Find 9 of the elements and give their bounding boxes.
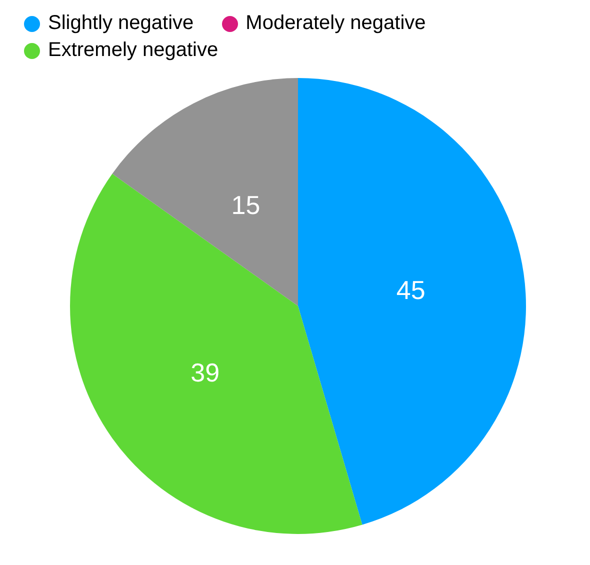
legend-label: Moderately negative — [246, 12, 426, 35]
data-label: 15 — [231, 190, 260, 220]
legend-label: Extremely negative — [48, 39, 218, 62]
legend-label: Slightly negative — [48, 12, 194, 35]
pie-slice — [112, 78, 298, 306]
pie-slice — [70, 174, 362, 534]
data-label: 39 — [190, 357, 220, 388]
data-label: 45 — [396, 275, 426, 306]
pie-slice — [298, 78, 526, 525]
